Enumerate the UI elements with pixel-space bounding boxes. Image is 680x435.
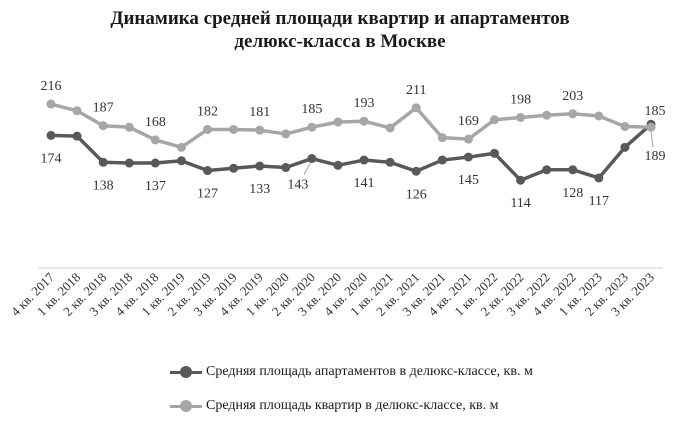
data-point-flats bbox=[568, 109, 578, 119]
data-point-apartments bbox=[542, 165, 552, 175]
data-point-apartments bbox=[229, 163, 239, 173]
data-point-apartments bbox=[46, 130, 56, 140]
data-label-flats: 182 bbox=[197, 104, 218, 119]
data-point-apartments bbox=[411, 166, 421, 176]
data-point-flats bbox=[203, 124, 213, 134]
data-point-flats bbox=[281, 129, 291, 139]
data-label-flats: 185 bbox=[301, 102, 322, 117]
data-label-apartments: 133 bbox=[249, 182, 270, 197]
data-point-flats bbox=[359, 116, 369, 126]
legend-item-apartments: Средняя площадь апартаментов в делюкс-кл… bbox=[170, 362, 533, 382]
data-point-flats bbox=[489, 115, 499, 125]
data-point-flats bbox=[72, 106, 82, 116]
data-point-apartments bbox=[385, 157, 395, 167]
data-point-flats bbox=[176, 142, 186, 152]
data-label-apartments: 174 bbox=[41, 151, 62, 166]
data-point-apartments bbox=[568, 165, 578, 175]
data-point-flats bbox=[124, 122, 134, 132]
data-label-flats: 198 bbox=[510, 92, 531, 107]
data-point-flats bbox=[594, 111, 604, 121]
legend-marker-flats bbox=[170, 396, 202, 416]
data-label-flats: 203 bbox=[562, 89, 583, 104]
data-point-flats bbox=[385, 123, 395, 133]
data-point-flats bbox=[46, 99, 56, 109]
data-point-apartments bbox=[489, 148, 499, 158]
data-point-apartments bbox=[333, 160, 343, 170]
data-label-apartments: 126 bbox=[406, 187, 427, 202]
data-point-apartments bbox=[359, 155, 369, 165]
data-label-apartments: 143 bbox=[287, 178, 308, 193]
data-label-apartments: 138 bbox=[93, 178, 114, 193]
data-point-flats bbox=[333, 117, 343, 127]
data-point-apartments bbox=[72, 131, 82, 141]
data-point-apartments bbox=[203, 166, 213, 176]
legend-marker-apartments bbox=[170, 362, 202, 382]
data-label-flats: 169 bbox=[458, 114, 479, 129]
data-point-apartments bbox=[516, 175, 526, 185]
data-point-apartments bbox=[594, 173, 604, 183]
data-point-flats bbox=[229, 124, 239, 134]
data-label-flats: 181 bbox=[249, 105, 270, 120]
legend-item-flats: Средняя площадь квартир в делюкс-классе,… bbox=[170, 396, 499, 416]
data-point-apartments bbox=[255, 161, 265, 171]
data-point-apartments bbox=[176, 156, 186, 166]
data-label-apartments: 114 bbox=[510, 196, 530, 211]
data-label-apartments: 127 bbox=[197, 187, 218, 202]
data-point-flats bbox=[255, 125, 265, 135]
data-point-apartments bbox=[124, 158, 134, 168]
leader-line bbox=[650, 131, 654, 148]
data-point-flats bbox=[150, 135, 160, 145]
data-point-flats bbox=[437, 133, 447, 143]
data-label-flats: 216 bbox=[41, 79, 62, 94]
data-point-flats bbox=[307, 122, 317, 132]
data-label-apartments: 145 bbox=[458, 173, 479, 188]
data-label-apartments: 189 bbox=[645, 149, 666, 164]
data-label-apartments: 117 bbox=[589, 194, 609, 209]
data-point-flats bbox=[542, 110, 552, 120]
data-point-apartments bbox=[620, 142, 630, 152]
data-label-flats: 187 bbox=[93, 101, 114, 116]
data-point-apartments bbox=[281, 163, 291, 173]
chart-title-line-1: Динамика средней площади квартир и апарт… bbox=[110, 8, 570, 29]
data-label-apartments: 128 bbox=[562, 186, 583, 201]
series-line-flats bbox=[50, 102, 652, 150]
legend-label-apartments: Средняя площадь апартаментов в делюкс-кл… bbox=[206, 364, 533, 379]
data-label-flats: 168 bbox=[145, 115, 166, 130]
chart-title-line-2: делюкс-класса в Москве bbox=[234, 31, 446, 52]
data-point-flats bbox=[646, 122, 656, 132]
data-label-flats: 185 bbox=[645, 104, 666, 119]
data-point-flats bbox=[463, 134, 473, 144]
data-point-flats bbox=[516, 112, 526, 122]
data-point-apartments bbox=[437, 155, 447, 165]
data-point-apartments bbox=[463, 152, 473, 162]
data-label-apartments: 141 bbox=[354, 176, 375, 191]
data-point-flats bbox=[411, 103, 421, 113]
data-point-apartments bbox=[307, 154, 317, 164]
legend-label-flats: Средняя площадь квартир в делюкс-классе,… bbox=[206, 398, 499, 413]
data-point-flats bbox=[620, 121, 630, 131]
data-point-apartments bbox=[98, 157, 108, 167]
leader-line bbox=[303, 162, 312, 175]
data-label-apartments: 137 bbox=[145, 179, 166, 194]
data-point-flats bbox=[98, 121, 108, 131]
data-label-flats: 211 bbox=[406, 83, 426, 98]
data-label-flats: 193 bbox=[354, 96, 375, 111]
data-point-apartments bbox=[150, 158, 160, 168]
